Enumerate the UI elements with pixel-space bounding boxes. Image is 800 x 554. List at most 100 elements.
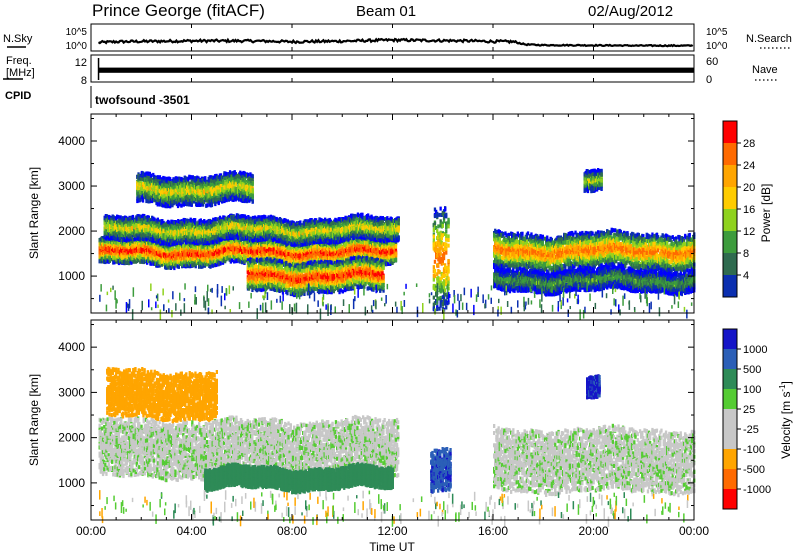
echo-cell: [146, 241, 149, 246]
nave-tick-high: 60: [706, 56, 718, 68]
echo-cell: [120, 248, 123, 253]
echo-cell: [116, 259, 119, 264]
echo-cell: [116, 254, 119, 259]
echo-cell: [157, 255, 160, 260]
echo-cell: [139, 258, 142, 263]
noise-sky-line: [97, 37, 694, 48]
echo-cell: [135, 257, 139, 261]
echo-cell: [113, 255, 116, 260]
noise-left-tick-low: 10^0: [66, 41, 88, 52]
freq-label-line2: [MHz]: [6, 67, 35, 79]
echo-cell: [142, 253, 145, 258]
echo-cell: [109, 257, 113, 262]
echo-cell: [101, 242, 105, 247]
station-title: Prince George (fitACF): [92, 1, 265, 20]
echo-cell: [135, 253, 139, 258]
echo-cell: [109, 250, 113, 255]
echo-cell: [131, 253, 134, 258]
echo-cell: [135, 259, 139, 264]
echo-cell: [150, 252, 153, 257]
freq-label-line1: Freq.: [6, 55, 32, 67]
echo-cell: [105, 249, 108, 254]
echo-cell: [150, 249, 153, 254]
noise-sky-trace: [97, 37, 694, 48]
echo-cell: [101, 257, 105, 261]
echo-cell: [146, 254, 149, 259]
echo-cell: [157, 247, 160, 252]
echo-cell: [157, 261, 160, 266]
echo-cell: [125, 246, 128, 251]
echo-cell: [127, 257, 131, 261]
echo-cell: [287, 252, 290, 256]
echo-cell: [98, 250, 101, 255]
echo-cell: [120, 239, 123, 244]
echo-cell: [101, 236, 105, 241]
echo-cell: [209, 264, 212, 269]
echo-cell: [124, 258, 127, 263]
echo-cell: [116, 250, 119, 255]
echo-cell: [101, 254, 105, 259]
echo-cell: [101, 250, 105, 255]
echo-cell: [150, 243, 153, 248]
echo-cell: [139, 251, 142, 256]
freq-tick-low: 8: [81, 75, 87, 87]
echo-cell: [394, 258, 398, 262]
echo-cell: [135, 246, 139, 251]
echo-cell: [116, 240, 119, 245]
echo-cell: [127, 245, 131, 249]
echo-cell: [219, 261, 222, 266]
echo-cell: [101, 246, 105, 251]
echo-cell: [139, 253, 142, 258]
echo-cell: [150, 261, 153, 266]
echo-cell: [386, 262, 390, 266]
echo-cell: [153, 259, 157, 264]
echo-cell: [131, 249, 134, 254]
noise-right-tick-low: 10^0: [706, 41, 728, 52]
echo-cell: [142, 260, 145, 265]
echo-cell: [124, 254, 127, 259]
nave-label: Nave: [752, 64, 778, 76]
echo-band: [98, 234, 398, 271]
echo-cell: [153, 246, 157, 250]
date-title: 02/Aug/2012: [588, 3, 673, 20]
echo-cell: [131, 243, 134, 248]
echo-cell: [394, 252, 398, 257]
echo-cell: [142, 240, 145, 245]
echo-cell: [105, 247, 108, 251]
echo-cell: [113, 251, 116, 256]
frequency-panel: Freq. [MHz] 12 8 60 0 Nave: [3, 54, 778, 87]
echo-cell: [153, 249, 157, 254]
echo-cell: [142, 243, 145, 248]
echo-cell: [120, 260, 123, 265]
echo-cell: [109, 244, 113, 249]
noise-left-tick-high: 10^5: [66, 27, 88, 38]
echo-cell: [354, 252, 357, 257]
cpid-label: CPID: [5, 90, 31, 102]
echo-cell: [113, 260, 116, 265]
noise-search-label: N.Search: [746, 33, 792, 45]
echo-cell: [153, 242, 157, 247]
echo-cell: [131, 255, 134, 260]
echo-cell: [132, 255, 135, 260]
echo-cell: [127, 250, 131, 255]
echo-cell: [124, 243, 127, 248]
echo-cell: [139, 243, 142, 248]
echo-cell: [127, 240, 131, 245]
echo-cell: [139, 256, 142, 261]
echo-cell: [142, 257, 145, 262]
echo-cell: [120, 257, 123, 262]
echo-cell: [150, 246, 153, 251]
freq-tick-high: 12: [75, 57, 87, 69]
echo-cell: [156, 242, 159, 247]
echo-cell: [101, 238, 105, 243]
echo-cell: [105, 255, 108, 260]
echo-cell: [124, 240, 127, 245]
echo-cell: [98, 238, 101, 243]
echo-cell: [98, 259, 101, 264]
echo-cell: [153, 256, 157, 261]
echo-cell: [137, 258, 140, 263]
echo-cell: [120, 251, 123, 255]
echo-cell: [150, 241, 153, 246]
